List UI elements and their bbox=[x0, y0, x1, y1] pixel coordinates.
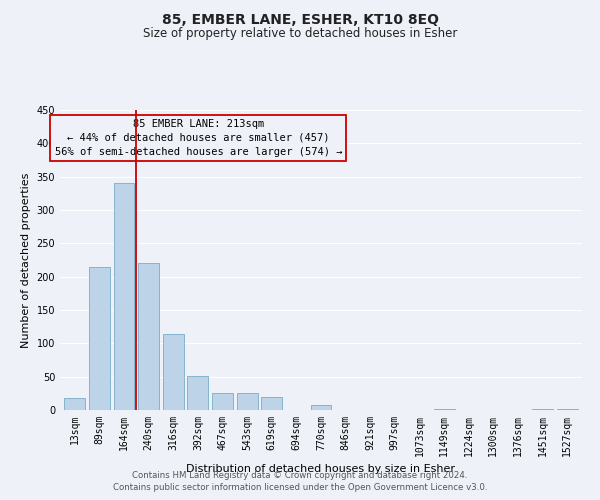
Bar bbox=[187, 376, 208, 410]
Bar bbox=[113, 184, 134, 410]
Bar bbox=[64, 398, 85, 410]
Bar bbox=[236, 394, 257, 410]
Bar bbox=[311, 406, 331, 410]
Bar bbox=[212, 392, 233, 410]
Text: 85, EMBER LANE, ESHER, KT10 8EQ: 85, EMBER LANE, ESHER, KT10 8EQ bbox=[161, 12, 439, 26]
Bar bbox=[89, 268, 110, 410]
Text: Contains HM Land Registry data © Crown copyright and database right 2024.
Contai: Contains HM Land Registry data © Crown c… bbox=[113, 471, 487, 492]
Text: Size of property relative to detached houses in Esher: Size of property relative to detached ho… bbox=[143, 28, 457, 40]
X-axis label: Distribution of detached houses by size in Esher: Distribution of detached houses by size … bbox=[187, 464, 455, 474]
Text: 85 EMBER LANE: 213sqm
← 44% of detached houses are smaller (457)
56% of semi-det: 85 EMBER LANE: 213sqm ← 44% of detached … bbox=[55, 119, 342, 157]
Y-axis label: Number of detached properties: Number of detached properties bbox=[21, 172, 31, 348]
Bar bbox=[138, 262, 159, 410]
Bar bbox=[261, 398, 282, 410]
Bar bbox=[163, 334, 184, 410]
